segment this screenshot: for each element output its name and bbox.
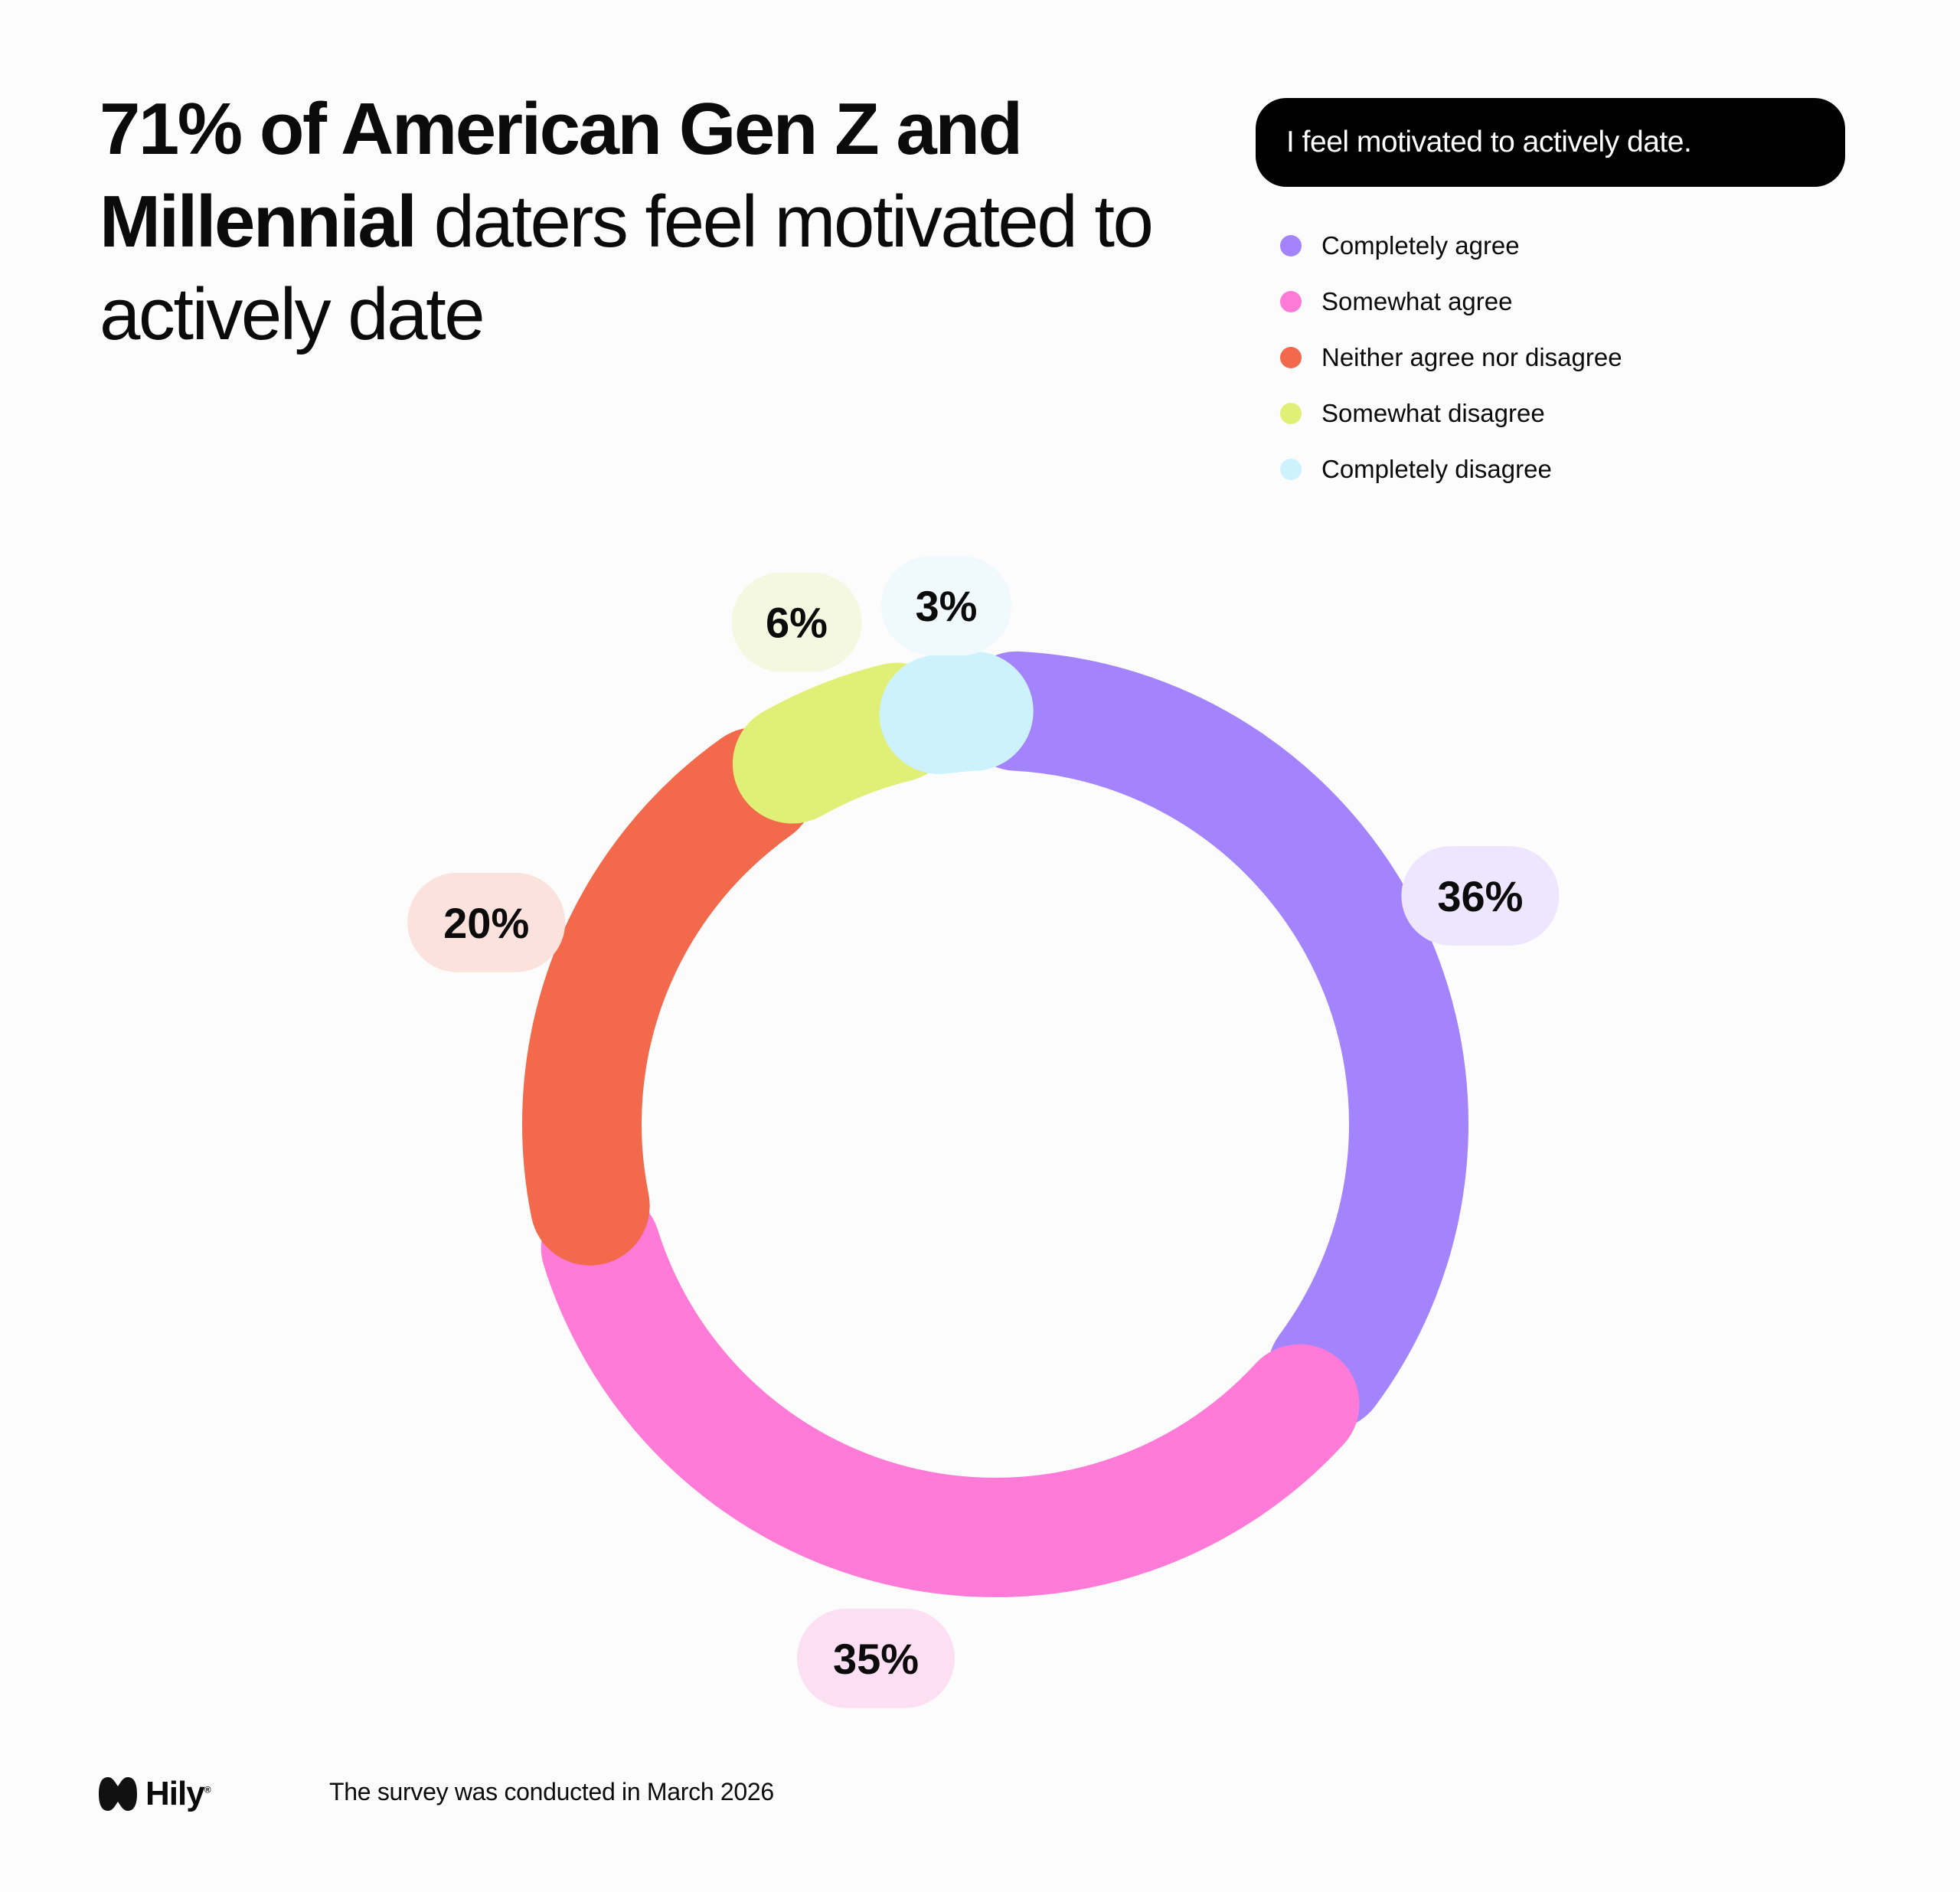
question-banner: I feel motivated to actively date. — [1256, 98, 1845, 187]
legend-swatch — [1280, 346, 1302, 368]
data-label-bg — [881, 556, 1012, 656]
legend-label: Somewhat agree — [1321, 286, 1513, 315]
legend-label: Completely agree — [1321, 230, 1520, 260]
title-rest: daters feel motivated to actively date — [100, 181, 1154, 355]
title-bold-word: Millennial — [100, 181, 417, 263]
brand-name: Hily® — [145, 1775, 211, 1812]
donut-segment-somewhat-agree — [541, 1188, 1360, 1597]
data-label-completely-agree: 36% — [1401, 845, 1560, 946]
legend-swatch — [1280, 458, 1302, 480]
legend-label: Neither agree nor disagree — [1321, 342, 1622, 371]
data-label-text: 6% — [766, 599, 828, 647]
donut-segment-completely-agree — [957, 651, 1468, 1430]
data-label-text: 35% — [833, 1635, 919, 1683]
legend-swatch — [1280, 402, 1302, 424]
legend-item-completely-agree: Completely agree — [1280, 217, 1622, 273]
data-label-text: 20% — [443, 899, 529, 947]
legend-item-somewhat-disagree: Somewhat disagree — [1280, 385, 1622, 441]
data-label-bg — [797, 1608, 956, 1708]
data-label-bg — [1401, 845, 1560, 946]
chart-title: 71% of American Gen Z and Millennial date… — [100, 83, 1217, 361]
legend-label: Somewhat disagree — [1321, 398, 1545, 427]
data-label-somewhat-disagree: 6% — [731, 572, 862, 672]
donut-segment-completely-disagree — [879, 651, 1034, 774]
legend-swatch — [1280, 290, 1302, 312]
data-label-text: 3% — [916, 582, 978, 630]
data-label-neither-agree-nor-disagree: 20% — [407, 872, 566, 972]
data-label-text: 36% — [1437, 872, 1523, 920]
data-label-bg — [407, 872, 566, 972]
hily-logo-icon — [99, 1777, 137, 1811]
donut-segment-somewhat-disagree — [732, 662, 957, 824]
data-label-somewhat-agree: 35% — [797, 1608, 956, 1708]
data-label-bg — [731, 572, 862, 672]
legend-item-somewhat-agree: Somewhat agree — [1280, 273, 1622, 329]
title-bold-line: 71% of American Gen Z and — [100, 88, 1023, 170]
legend-item-completely-disagree: Completely disagree — [1280, 441, 1622, 497]
brand-logo: Hily® — [98, 1775, 211, 1813]
legend-swatch — [1280, 234, 1302, 257]
legend: Completely agree Somewhat agree Neither ag… — [1280, 217, 1622, 497]
legend-item-neither-agree-nor-disagree: Neither agree nor disagree — [1280, 329, 1622, 385]
data-label-completely-disagree: 3% — [881, 556, 1012, 656]
donut-segment-neither-agree-nor-disagree — [522, 727, 816, 1266]
legend-label: Completely disagree — [1321, 454, 1552, 483]
survey-footnote: The survey was conducted in March 2026 — [329, 1778, 774, 1805]
